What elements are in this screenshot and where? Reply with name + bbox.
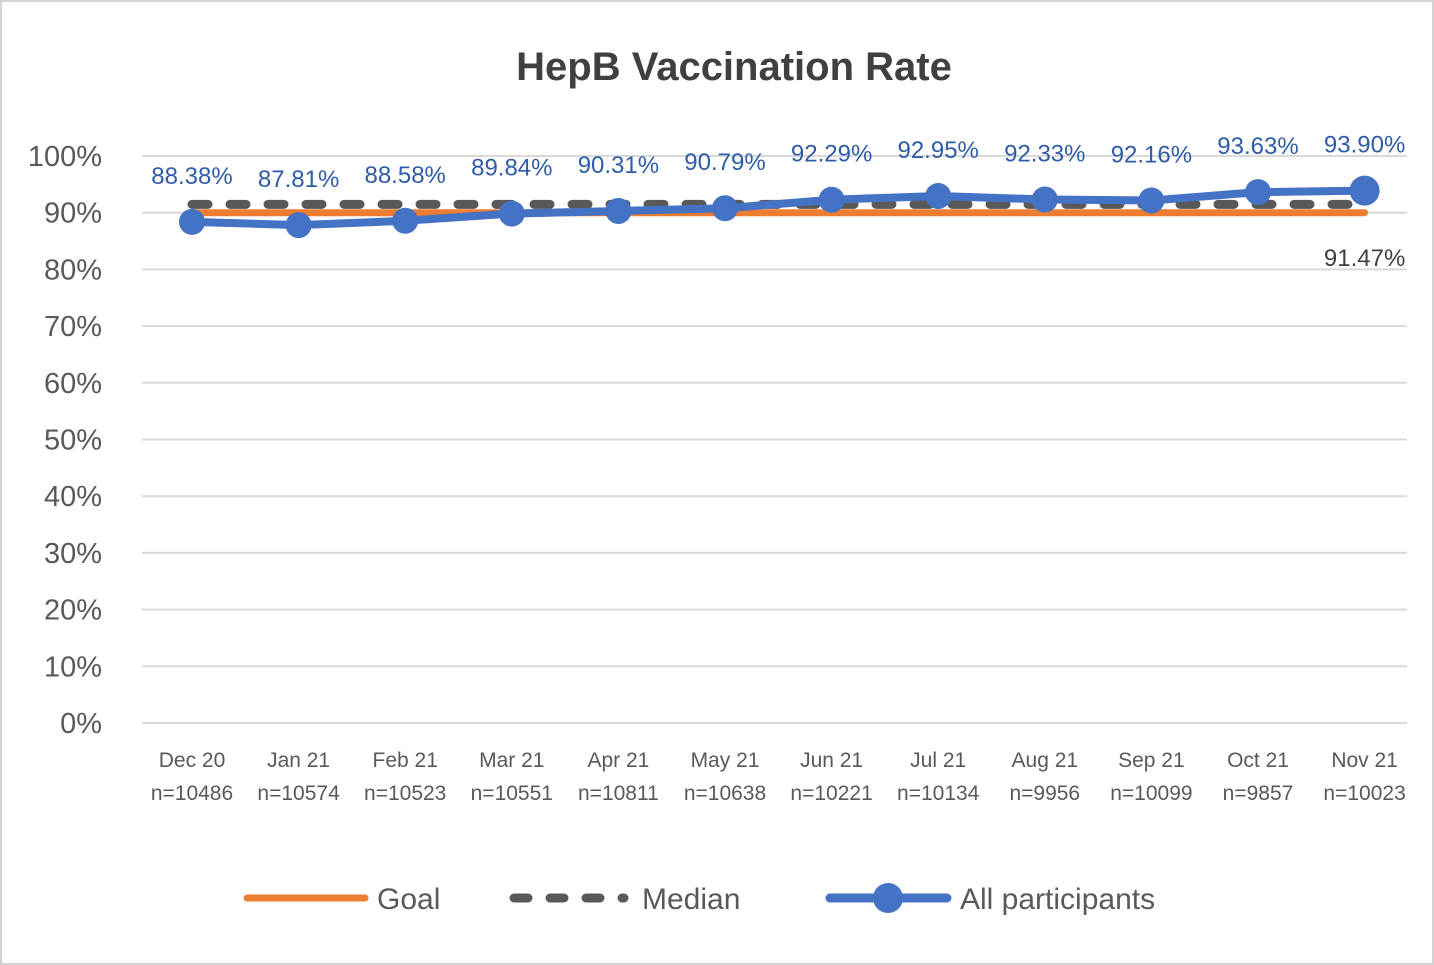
series-layer [179,175,1380,239]
y-axis-tick-label: 30% [44,538,102,570]
x-axis-month-label: May 21 [691,749,760,772]
data-point-marker [1245,179,1271,206]
x-axis-n-label: n=10574 [257,782,340,805]
data-label: 93.90% [1324,132,1405,159]
x-axis-n-label: n=10811 [578,782,659,805]
y-axis-tick-label: 10% [44,651,102,683]
x-axis-n-label: n=9857 [1223,782,1294,805]
legend-label-median: Median [642,883,740,916]
legend-item-goal: Goal [243,883,440,916]
data-point-marker [498,200,525,227]
x-axis-month-label: Jun 21 [800,749,863,772]
median-value-label: 91.47% [1324,245,1405,272]
axis-labels-layer: 0% 10% 20% 30% 40% 50% 60% 70% 80% 90% 100% Dec 20 n… [28,141,1406,805]
x-axis-n-label: n=10134 [897,782,980,805]
x-axis-n-label: n=10023 [1323,782,1405,805]
legend: Goal Median All participants [243,883,1155,916]
y-axis-tick-label: 0% [60,708,102,740]
x-axis-month-label: Dec 20 [159,749,226,772]
data-label: 92.95% [897,137,978,164]
x-axis-month-label: Aug 21 [1012,749,1079,772]
data-point-marker [818,186,845,213]
all-participants-legend-marker [873,883,903,913]
data-label: 92.29% [791,141,872,168]
data-label: 92.16% [1111,141,1192,168]
data-point-marker [392,207,419,234]
x-axis-month-label: Oct 21 [1227,749,1289,772]
data-label: 93.63% [1217,133,1298,160]
chart-title: HepB Vaccination Rate [516,45,952,89]
x-axis-n-label: n=10551 [471,782,553,805]
y-axis-tick-label: 100% [28,141,102,173]
legend-item-all-participants: All participants [825,883,1155,916]
x-axis-month-label: Apr 21 [587,749,649,772]
data-point-marker [285,212,312,239]
data-point-marker [1138,187,1165,214]
x-axis-n-label: n=10221 [790,782,872,805]
y-axis-tick-label: 70% [44,311,102,343]
y-axis-tick-label: 40% [44,481,102,513]
legend-item-median: Median [509,883,740,916]
x-axis-month-label: Jul 21 [910,749,966,772]
data-point-marker [1349,175,1380,206]
x-axis-month-label: Feb 21 [373,749,438,772]
all-participants-line [188,186,1369,230]
x-axis-month-label: Sep 21 [1118,749,1185,772]
data-point-marker [179,208,205,235]
y-axis-tick-label: 60% [44,368,102,400]
data-point-marker [925,182,952,209]
x-axis-month-label: Nov 21 [1331,749,1398,772]
x-axis-n-label: n=9956 [1009,782,1080,805]
x-axis-n-label: n=10523 [364,782,446,805]
x-axis-n-label: n=10099 [1110,782,1192,805]
data-label: 92.33% [1004,140,1085,167]
data-point-marker [605,197,632,224]
y-axis-tick-label: 80% [44,254,102,286]
data-point-marker [1031,186,1058,213]
x-axis-month-label: Jan 21 [267,749,330,772]
legend-label-all-participants: All participants [960,883,1155,916]
x-axis-month-label: Mar 21 [479,749,544,772]
gridlines-layer [142,155,1407,724]
data-label: 90.31% [578,152,659,179]
data-label: 89.84% [471,155,552,182]
y-axis-tick-label: 90% [44,198,102,230]
data-point-marker [712,195,738,222]
legend-label-goal: Goal [377,883,440,916]
y-axis-tick-label: 20% [44,595,102,627]
data-label: 90.79% [684,149,765,176]
data-label: 88.38% [151,163,232,190]
data-label: 88.58% [364,162,445,189]
y-axis-tick-label: 50% [44,425,102,457]
x-axis-n-label: n=10486 [151,782,233,805]
data-label: 87.81% [258,166,339,193]
data-labels-layer: 88.38% 87.81% 88.58% 89.84% 90.31% 90.79% 92.2… [151,132,1405,272]
x-axis-n-label: n=10638 [684,782,766,805]
